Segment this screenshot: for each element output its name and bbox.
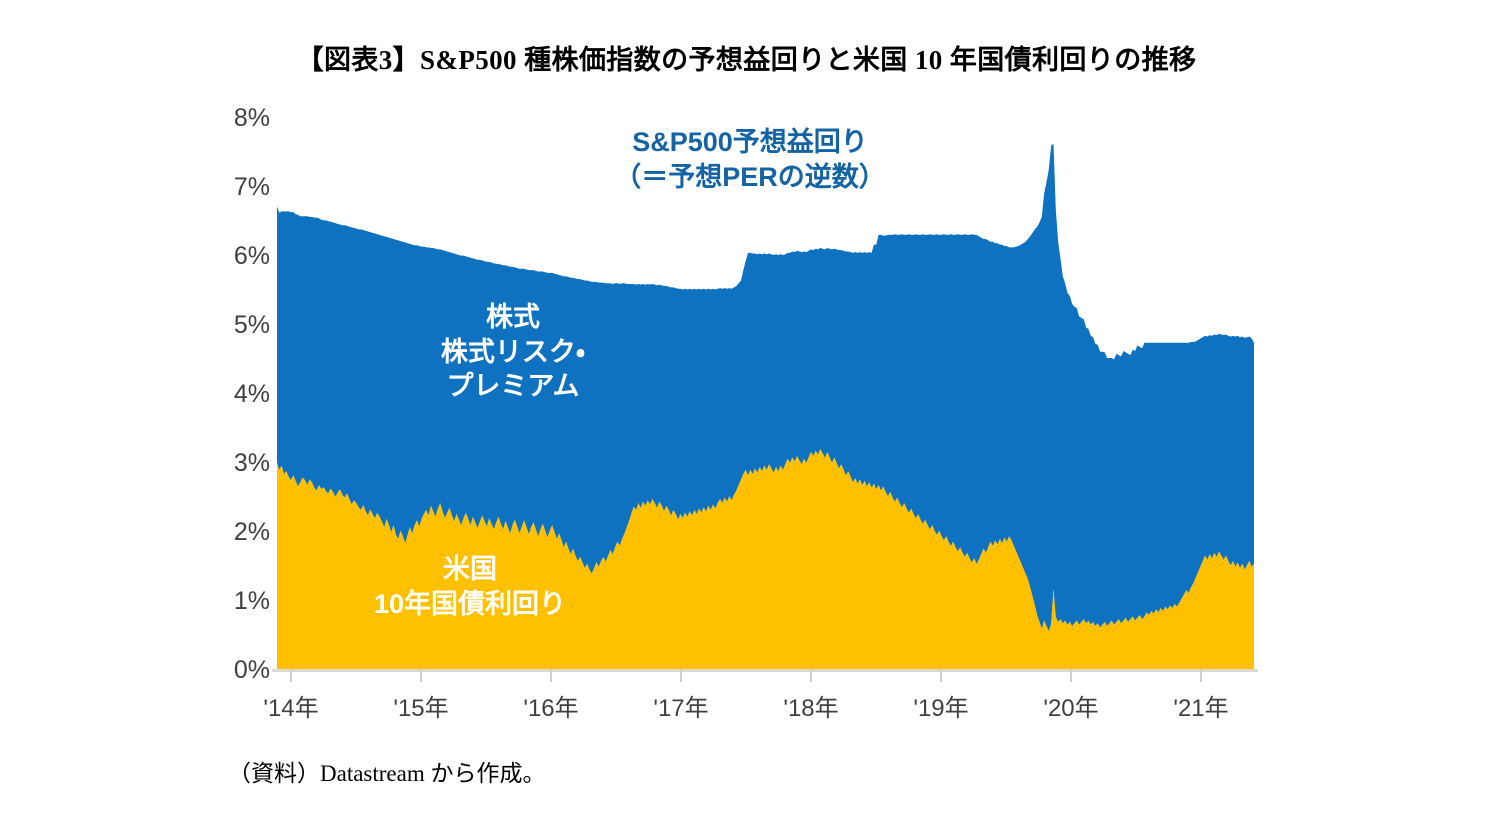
y-tick-1: 1% bbox=[233, 587, 270, 615]
y-tick-0: 0% bbox=[233, 656, 270, 684]
x-tick-label-2021: '21年 bbox=[1173, 695, 1229, 722]
annotation-fey-line1: S&P500予想益回り bbox=[632, 127, 868, 157]
series-treasury-yield bbox=[277, 449, 1254, 669]
y-tick-7: 7% bbox=[233, 173, 270, 201]
x-tick-label-2018: '18年 bbox=[783, 695, 839, 722]
annotation-treasury-yield: 米国 10年国債利回り bbox=[310, 552, 630, 621]
y-tick-2: 2% bbox=[233, 518, 270, 546]
x-tick-mark-2014 bbox=[290, 669, 292, 682]
x-tick-label-2014: '14年 bbox=[263, 695, 319, 722]
series-equity-risk-premium bbox=[277, 143, 1254, 631]
x-tick-mark-2021 bbox=[1200, 669, 1202, 682]
annotation-erp-line3: プレミアム bbox=[446, 371, 580, 402]
annotation-equity-risk-premium: 株式 株式リスク・ プレミアム bbox=[368, 300, 658, 404]
y-tick-3: 3% bbox=[233, 449, 270, 477]
chart-title: 【図表3】S&P500 種株価指数の予想益回りと米国 10 年国債利回りの推移 bbox=[296, 45, 1197, 75]
y-tick-5: 5% bbox=[233, 311, 270, 339]
x-tick-mark-2015 bbox=[420, 669, 422, 682]
annotation-erp-line1: 株式 bbox=[486, 302, 540, 332]
x-axis-baseline bbox=[272, 669, 1258, 672]
y-tick-8: 8% bbox=[233, 104, 270, 132]
y-tick-6: 6% bbox=[233, 242, 270, 270]
x-tick-mark-2019 bbox=[940, 669, 942, 682]
x-axis: '14年 '15年 '16年 '17年 '18年 '19年 '20年 '21年 bbox=[263, 669, 1254, 725]
annotation-ust-line1: 米国 bbox=[443, 554, 497, 584]
stacked-area-chart bbox=[277, 143, 1254, 669]
x-tick-mark-2020 bbox=[1070, 669, 1072, 682]
annotation-fey-line2: （＝予想PERの逆数） bbox=[614, 161, 886, 192]
source-note: （資料）Datastream から作成。 bbox=[228, 761, 546, 786]
plot-area bbox=[277, 116, 1254, 669]
x-tick-label-2015: '15年 bbox=[393, 695, 449, 722]
y-axis: 8% 7% 6% 5% 4% 3% 2% 1% 0% bbox=[215, 100, 270, 690]
y-tick-4: 4% bbox=[233, 380, 270, 408]
annotation-forward-earnings-yield: S&P500予想益回り （＝予想PERの逆数） bbox=[560, 125, 940, 194]
x-tick-mark-2017 bbox=[680, 669, 682, 682]
annotation-erp-line2: 株式リスク・ bbox=[440, 336, 586, 367]
x-tick-label-2016: '16年 bbox=[523, 695, 579, 722]
annotation-ust-line2: 10年国債利回り bbox=[373, 588, 567, 619]
x-tick-mark-2018 bbox=[810, 669, 812, 682]
x-tick-label-2019: '19年 bbox=[913, 695, 969, 722]
x-tick-label-2020: '20年 bbox=[1043, 695, 1099, 722]
x-tick-label-2017: '17年 bbox=[653, 695, 709, 722]
x-tick-mark-2016 bbox=[550, 669, 552, 682]
